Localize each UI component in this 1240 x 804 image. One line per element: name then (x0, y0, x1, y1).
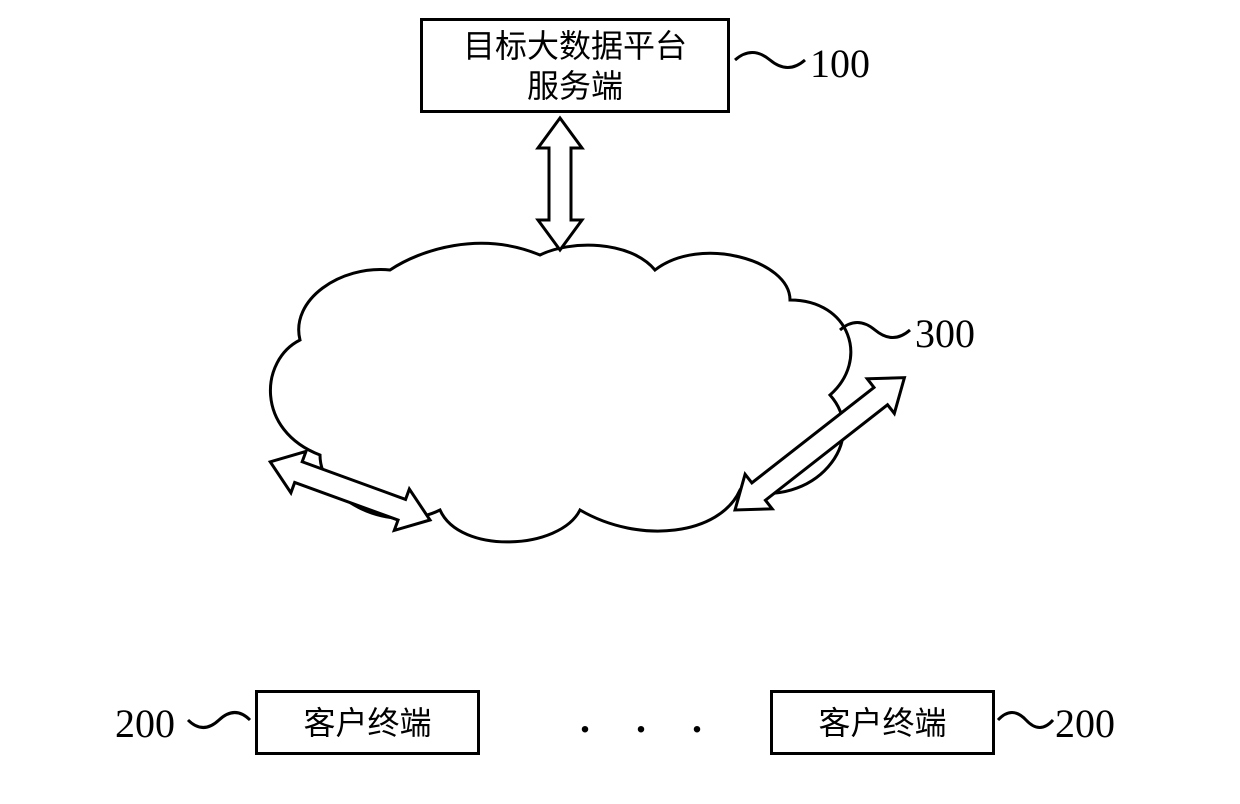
client-left-box: 客户终端 (255, 690, 480, 755)
arrow-network-client-right (721, 360, 918, 527)
ref-300: 300 (915, 310, 975, 357)
ellipsis-dots: . . . (580, 695, 720, 742)
ref-100: 100 (810, 40, 870, 87)
client-right-label: 客户终端 (818, 703, 946, 743)
arrow-server-network (538, 118, 582, 250)
server-box: 目标大数据平台 服务端 (420, 18, 730, 113)
network-label: 网络 (545, 365, 617, 417)
arrow-network-client-left (263, 441, 438, 540)
squiggle-200-left (188, 713, 250, 728)
squiggle-200-right (998, 713, 1053, 728)
client-right-box: 客户终端 (770, 690, 995, 755)
diagram-svg (0, 0, 1240, 804)
ref-200-left: 200 (115, 700, 175, 747)
squiggle-300 (840, 323, 910, 338)
squiggle-100 (735, 53, 805, 68)
server-label: 目标大数据平台 服务端 (463, 26, 687, 106)
client-left-label: 客户终端 (303, 703, 431, 743)
ref-200-right: 200 (1055, 700, 1115, 747)
